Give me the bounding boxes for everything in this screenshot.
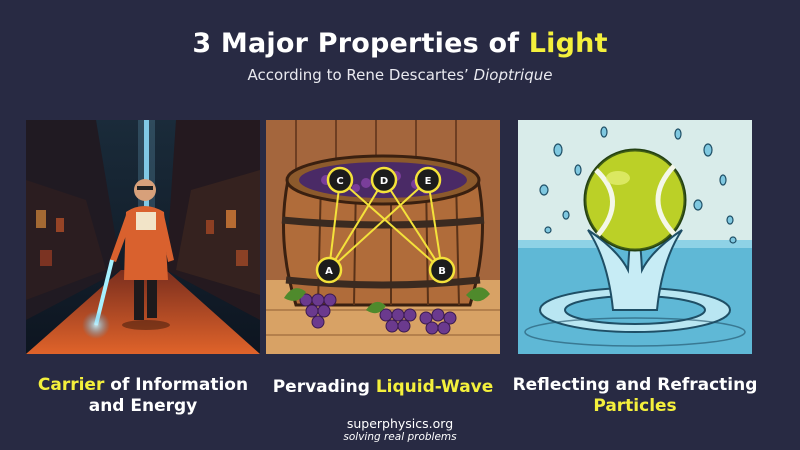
title-highlight: Light — [528, 28, 608, 59]
caption-carrier-highlight: Carrier — [37, 375, 105, 395]
alley-image — [26, 120, 260, 354]
footer-tagline: solving real problems — [343, 431, 457, 443]
node-d-label: D — [380, 176, 388, 187]
caption-carrier: Carrier of Information and Energy — [20, 375, 266, 417]
node-d: D — [370, 166, 398, 194]
panel-barrel-illustration: C D E A B — [266, 120, 500, 354]
splash-image — [518, 120, 752, 354]
node-e: E — [414, 166, 442, 194]
caption-carrier-line1-rest: of Information — [104, 375, 249, 395]
panel-alley-illustration — [26, 120, 260, 354]
node-c-label: C — [336, 176, 343, 187]
subtitle-italic: Dioptrique — [473, 66, 553, 84]
node-c: C — [326, 166, 354, 194]
page-title: 3 Major Properties of Light — [0, 28, 800, 59]
panel-splash-illustration — [518, 120, 752, 354]
title-text: 3 Major Properties of — [192, 28, 529, 59]
node-b: B — [428, 256, 456, 284]
caption-liquid-wave: Pervading Liquid-Wave — [260, 377, 506, 398]
caption-liquid-wave-prefix: Pervading — [272, 377, 376, 397]
footer-site: superphysics.org — [346, 416, 454, 431]
caption-carrier-line2: and Energy — [88, 396, 198, 416]
page-subtitle: According to Rene Descartes’ Dioptrique — [0, 66, 800, 84]
node-a-label: A — [325, 266, 333, 277]
node-a: A — [315, 256, 343, 284]
caption-particles-line1: Reflecting and Refracting — [512, 375, 758, 395]
node-b-label: B — [438, 266, 446, 277]
subtitle-text: According to Rene Descartes’ — [247, 66, 474, 84]
node-e-label: E — [425, 176, 432, 187]
barrel-image: C D E A B — [266, 120, 500, 354]
caption-particles: Reflecting and Refracting Particles — [510, 375, 760, 417]
caption-particles-highlight: Particles — [593, 396, 677, 416]
caption-liquid-wave-highlight: Liquid-Wave — [375, 377, 494, 397]
